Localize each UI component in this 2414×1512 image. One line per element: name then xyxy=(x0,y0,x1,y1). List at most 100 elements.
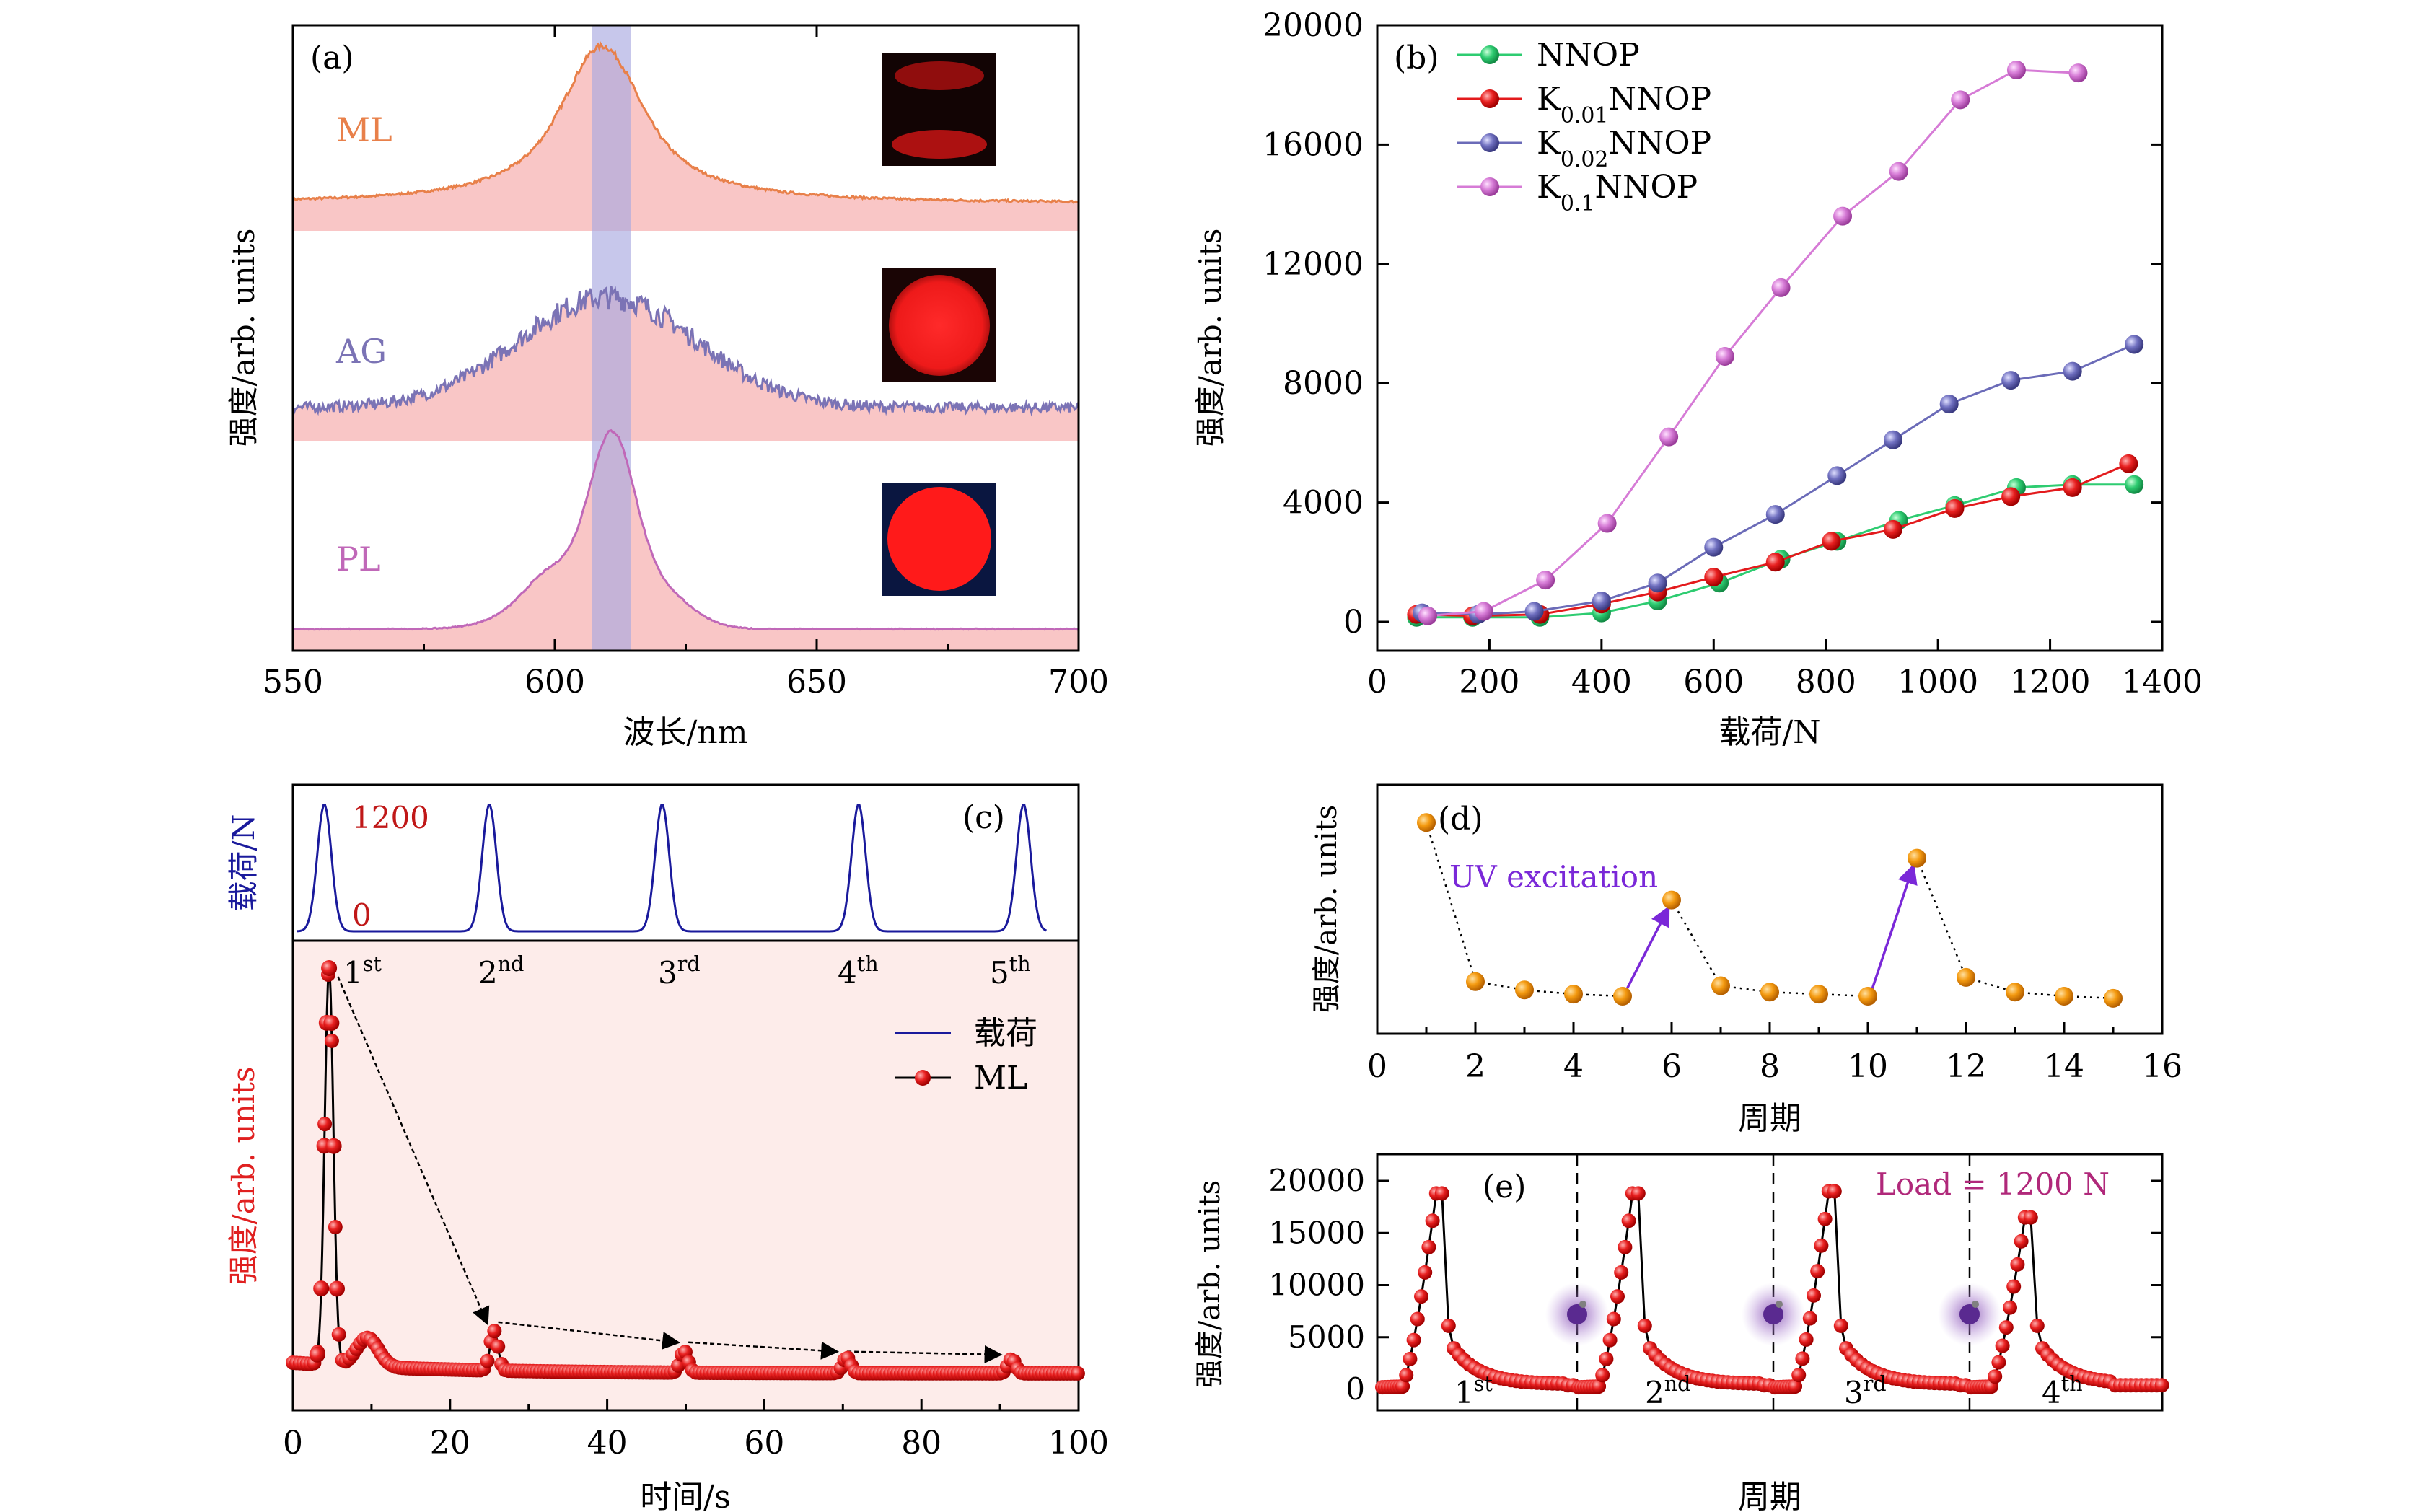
e-ytick-label: 15000 xyxy=(1268,1215,1365,1250)
b-point xyxy=(2063,478,2082,497)
d-xtick-label: 6 xyxy=(1662,1048,1682,1085)
panel-e: 0 5000 10000 15000 20000 (e) Load = 1200 N 1… xyxy=(1193,1153,2169,1512)
d-xtick-label: 2 xyxy=(1465,1048,1485,1085)
c-xtick-label: 100 xyxy=(1048,1425,1109,1462)
b-point xyxy=(1833,206,1853,226)
e-point xyxy=(2003,1300,2017,1315)
e-point xyxy=(1602,1332,1618,1348)
e-uv-tip xyxy=(1579,1300,1586,1308)
b-point xyxy=(1648,573,1667,593)
e-point xyxy=(1406,1332,1421,1348)
b-point xyxy=(1765,553,1785,572)
d-point xyxy=(1858,987,1877,1006)
panel-e-frame xyxy=(1376,1153,2164,1412)
c-cycle-label: 4th xyxy=(838,951,879,990)
b-xtick-label: 1000 xyxy=(1897,664,1978,700)
panel-d-ylabel: 强度/arb. units xyxy=(1310,805,1343,1013)
b-point xyxy=(1889,162,1908,181)
e-point xyxy=(1606,1311,1621,1327)
panel-d-xlabel: 周期 xyxy=(1738,1100,1801,1137)
b-point xyxy=(1771,278,1791,297)
c-cycle-label: 2nd xyxy=(478,951,524,990)
c-ml-point xyxy=(480,1353,495,1368)
b-point xyxy=(1597,514,1617,533)
e-point xyxy=(1998,1320,2014,1335)
e-point xyxy=(1995,1338,2010,1353)
d-xtick-label: 14 xyxy=(2044,1048,2084,1085)
inset-photo-pl xyxy=(882,483,996,596)
panel-b-ylabel: 强度/arb. units xyxy=(1193,229,1228,447)
panel-c: 0 20 40 60 80 100 (c) 1200 0 1st 2nd 3rd 4th 5th … xyxy=(226,783,1109,1512)
b-xtick-label: 800 xyxy=(1796,664,1856,700)
d-connector xyxy=(1915,858,1967,978)
d-connector xyxy=(1670,899,1722,987)
panel-a-ylabel: 强度/arb. units xyxy=(226,229,261,447)
panel-c-top-ylabel: 载荷/N xyxy=(226,814,261,912)
d-xtick-label: 0 xyxy=(1367,1048,1387,1085)
b-point xyxy=(2125,475,2144,494)
e-point xyxy=(1630,1186,1646,1201)
inset-photo-ml xyxy=(882,53,996,166)
d-point xyxy=(1564,985,1583,1004)
d-point xyxy=(1613,987,1632,1006)
ml-spectrum-fill xyxy=(293,43,1079,232)
e-point xyxy=(1988,1369,2003,1384)
e-ytick-label: 10000 xyxy=(1268,1267,1365,1303)
b-ytick-label: 8000 xyxy=(1283,365,1364,402)
b-ytick-label: 16000 xyxy=(1263,126,1364,163)
a-xtick-label: 700 xyxy=(1048,664,1109,700)
e-point xyxy=(2014,1234,2029,1249)
d-point xyxy=(1957,967,1975,987)
d-point xyxy=(1662,890,1681,910)
e-point xyxy=(1414,1289,1428,1304)
c-xtick-label: 0 xyxy=(283,1425,303,1462)
e-point xyxy=(2023,1210,2038,1225)
e-point xyxy=(1802,1311,1817,1326)
load-tick-0: 0 xyxy=(352,897,372,933)
b-point xyxy=(1659,427,1679,447)
c-load-curve xyxy=(297,804,1048,933)
panel-b-frame xyxy=(1376,24,2164,652)
a-xtick-label: 650 xyxy=(786,664,847,700)
c-ml-point xyxy=(323,1015,340,1032)
e-point xyxy=(2154,1378,2169,1393)
d-uv-arrow xyxy=(1625,905,1670,990)
b-point xyxy=(2068,63,2088,83)
d-uv-arrow xyxy=(1871,863,1918,990)
c-decay-arrow xyxy=(337,976,490,1326)
b-legend-marker xyxy=(1480,177,1499,196)
panel-b-label: (b) xyxy=(1394,40,1439,76)
d-point xyxy=(2006,983,2024,1002)
e-point xyxy=(1618,1239,1633,1254)
load-tick-1200: 1200 xyxy=(352,800,429,835)
pl-spectrum-fill xyxy=(293,430,1079,651)
b-ytick-label: 12000 xyxy=(1263,246,1364,283)
e-cycle-label: 4th xyxy=(2042,1371,2083,1410)
e-point xyxy=(2029,1318,2045,1333)
trace-label-ag: AG xyxy=(335,332,387,371)
b-point xyxy=(2125,335,2144,354)
b-ytick-label: 0 xyxy=(1343,604,1364,641)
b-xtick-label: 0 xyxy=(1367,664,1387,700)
e-point xyxy=(1814,1238,1829,1253)
b-legend-label: K0.02NNOP xyxy=(1537,125,1711,172)
e-point xyxy=(1434,1186,1449,1201)
b-point xyxy=(1827,466,1847,485)
inset-photo-ag xyxy=(882,268,996,382)
e-uv-tip xyxy=(1776,1300,1783,1308)
d-point xyxy=(1515,980,1534,1000)
c-legend-label-ml: ML xyxy=(974,1060,1027,1096)
c-ml-point xyxy=(491,1339,506,1354)
d-connector xyxy=(1425,822,1477,983)
uv-excitation-label: UV excitation xyxy=(1449,859,1658,895)
b-ytick-label: 20000 xyxy=(1263,7,1364,44)
e-cycle-label: 2nd xyxy=(1645,1371,1690,1410)
b-legend-marker xyxy=(1480,89,1499,108)
d-point xyxy=(1908,848,1926,868)
e-point xyxy=(1833,1318,1848,1333)
e-point xyxy=(1410,1311,1425,1327)
c-ml-point xyxy=(487,1324,502,1339)
c-legend-marker-ml xyxy=(915,1070,931,1086)
b-point xyxy=(1704,567,1724,586)
